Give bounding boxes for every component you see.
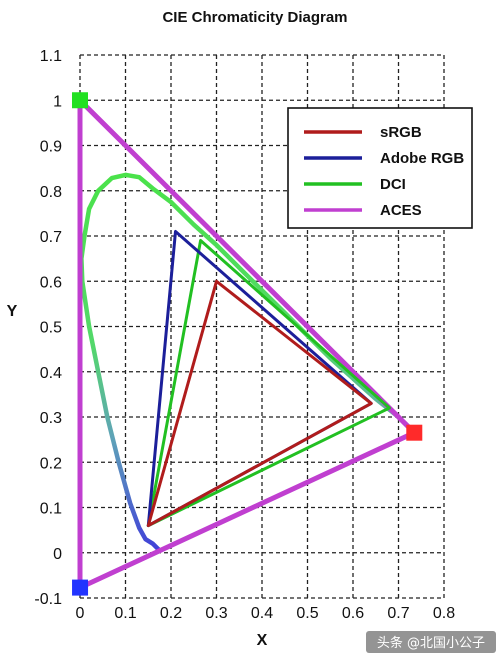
y-tick-label: 1.1 — [40, 48, 62, 65]
x-tick-label: 0 — [76, 605, 85, 622]
x-tick-label: 0.3 — [205, 605, 227, 622]
aces-primary-marker — [72, 579, 89, 596]
x-tick-label: 0.6 — [342, 605, 364, 622]
y-tick-label: 0.5 — [40, 320, 62, 337]
spectral-locus-curve — [79, 172, 417, 553]
y-axis-label: Y — [7, 303, 18, 320]
x-tick-labels: 0 0.1 0.2 0.3 0.4 0.5 0.6 0.7 0.8 — [76, 605, 456, 622]
legend-label: Adobe RGB — [380, 150, 464, 167]
watermark-text: 头条 @北国小公子 — [377, 635, 485, 651]
y-tick-label: 0 — [53, 546, 62, 563]
legend: sRGB Adobe RGB DCI ACES — [287, 107, 473, 229]
legend-label: sRGB — [380, 124, 422, 141]
x-axis-label: X — [257, 632, 268, 649]
y-tick-label: 0.6 — [40, 274, 62, 291]
x-tick-label: 0.2 — [160, 605, 182, 622]
aces-primary-markers — [72, 92, 423, 596]
x-tick-label: 0.1 — [114, 605, 136, 622]
aces-primary-marker — [406, 424, 423, 441]
y-tick-label: 1 — [53, 93, 62, 110]
x-tick-label: 0.8 — [433, 605, 455, 622]
legend-label: DCI — [380, 176, 406, 193]
x-tick-label: 0.5 — [296, 605, 318, 622]
gamut-triangle-aces — [77, 97, 417, 591]
gamut-series — [77, 97, 417, 591]
x-tick-label: 0.4 — [251, 605, 273, 622]
y-tick-label: 0.9 — [40, 139, 62, 156]
y-tick-label: 0.1 — [40, 501, 62, 518]
x-tick-label: 0.7 — [387, 605, 409, 622]
gamut-triangle-dci — [146, 239, 391, 528]
y-tick-label: 0.3 — [40, 410, 62, 427]
legend-label: ACES — [380, 202, 422, 219]
y-tick-label: 0.2 — [40, 455, 62, 472]
spectral-locus — [79, 172, 417, 553]
gamut-triangle-srgb — [146, 279, 373, 528]
legend-box — [287, 107, 473, 229]
chart-title: CIE Chromaticity Diagram — [162, 9, 347, 26]
y-tick-label: 0.4 — [40, 365, 62, 382]
aces-primary-marker — [72, 92, 88, 109]
y-tick-label: 0.8 — [40, 184, 62, 201]
y-tick-label: 0.7 — [40, 229, 62, 246]
y-tick-label: -0.1 — [34, 591, 62, 608]
watermark: 头条 @北国小公子 — [366, 631, 496, 653]
y-tick-labels: -0.1 0 0.1 0.2 0.3 0.4 0.5 0.6 0.7 0.8 0.9 1 1.1 — [34, 48, 62, 608]
